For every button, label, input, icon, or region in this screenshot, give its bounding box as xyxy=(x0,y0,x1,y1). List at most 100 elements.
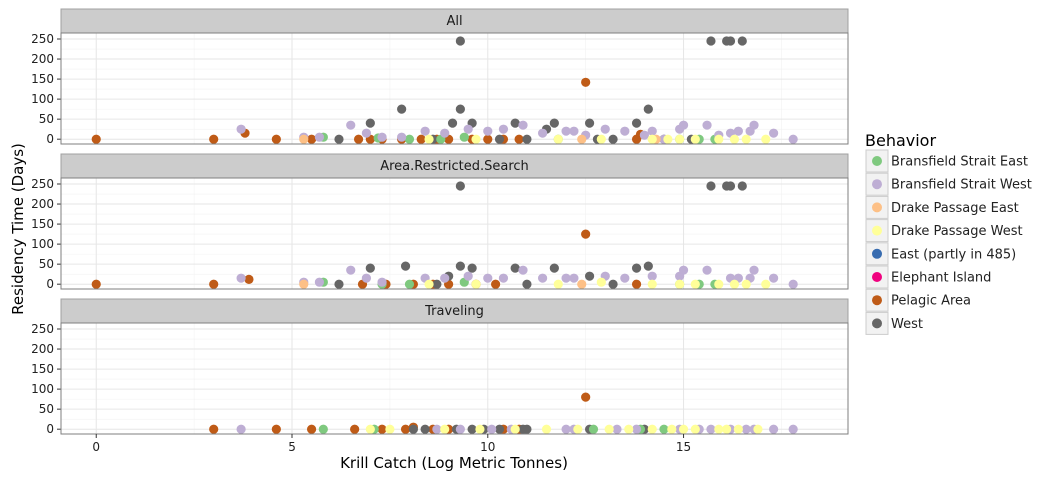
data-point xyxy=(91,279,101,289)
data-point xyxy=(729,279,740,289)
data-point xyxy=(663,134,673,144)
data-point xyxy=(420,126,430,136)
legend: Behavior Bransfield Strait EastBransfiel… xyxy=(865,131,1032,335)
data-point xyxy=(675,134,685,144)
data-point xyxy=(553,279,563,289)
legend-label: Pelagic Area xyxy=(891,294,971,309)
data-point xyxy=(361,128,372,138)
y-tick-label: 50 xyxy=(39,402,54,416)
data-point xyxy=(761,279,771,289)
data-point xyxy=(244,274,254,284)
legend-item: Elephant Island xyxy=(865,265,991,289)
data-point xyxy=(306,134,317,144)
x-tick-label: 0 xyxy=(92,440,100,454)
data-point xyxy=(741,134,751,144)
data-point xyxy=(424,134,434,144)
y-tick-label: 100 xyxy=(31,92,54,106)
data-point xyxy=(631,279,642,289)
data-point xyxy=(561,273,571,283)
y-tick-label: 250 xyxy=(31,177,54,191)
data-point xyxy=(659,424,669,434)
data-point xyxy=(483,126,493,136)
data-point xyxy=(498,273,509,283)
y-tick-label: 0 xyxy=(46,422,54,436)
data-point xyxy=(769,273,779,283)
data-point xyxy=(749,120,759,130)
data-point xyxy=(365,263,375,273)
data-point xyxy=(455,261,465,271)
data-point xyxy=(408,424,418,434)
data-point xyxy=(522,134,532,144)
data-point xyxy=(647,126,657,136)
legend-swatch xyxy=(872,295,882,306)
data-point xyxy=(553,134,563,144)
data-point xyxy=(647,271,657,281)
data-point xyxy=(483,273,493,283)
data-point xyxy=(400,261,411,271)
legend-label: East (partly in 485) xyxy=(891,247,1016,262)
data-point xyxy=(706,424,716,434)
x-tick-label: 10 xyxy=(480,440,495,454)
data-point xyxy=(455,36,465,46)
data-point xyxy=(334,279,344,289)
y-axis-title: Residency Time (Days) xyxy=(9,143,27,315)
legend-swatch xyxy=(872,202,882,213)
data-point xyxy=(561,126,571,136)
facet-strip-label: Area.Restricted.Search xyxy=(380,159,529,174)
data-point xyxy=(365,118,375,128)
data-point xyxy=(459,132,469,142)
legend-item: Pelagic Area xyxy=(865,288,971,312)
data-point xyxy=(725,36,736,46)
data-point xyxy=(596,277,606,287)
data-point xyxy=(620,273,630,283)
legend-item: East (partly in 485) xyxy=(865,242,1016,266)
data-point xyxy=(612,424,622,434)
data-point xyxy=(549,118,559,128)
data-point xyxy=(271,134,281,144)
data-point xyxy=(514,134,524,144)
plot-panel xyxy=(61,33,848,144)
data-point xyxy=(690,134,700,144)
legend-swatch xyxy=(872,179,882,190)
y-tick-label: 150 xyxy=(31,362,54,376)
data-point xyxy=(518,120,528,130)
facet-strip-label: Traveling xyxy=(424,304,484,319)
data-point xyxy=(236,273,246,283)
data-point xyxy=(463,271,473,281)
plot-panel xyxy=(61,178,848,289)
data-point xyxy=(741,424,751,434)
data-point xyxy=(667,424,677,434)
data-point xyxy=(334,134,344,144)
data-point xyxy=(573,424,583,434)
data-point xyxy=(643,104,653,114)
data-point xyxy=(569,126,579,136)
data-point xyxy=(236,124,246,134)
data-point xyxy=(733,424,743,434)
y-tick-label: 250 xyxy=(31,32,54,46)
data-point xyxy=(647,424,657,434)
data-point xyxy=(361,273,372,283)
panel-border xyxy=(60,322,849,435)
facet-strip xyxy=(60,153,849,179)
data-point xyxy=(510,263,520,273)
data-point xyxy=(608,134,618,144)
y-tick-label: 150 xyxy=(31,72,54,86)
data-point xyxy=(455,104,465,114)
legend-label: Drake Passage East xyxy=(891,201,1019,216)
legend-item: West xyxy=(865,311,923,335)
data-point xyxy=(397,104,407,114)
data-point xyxy=(491,279,501,289)
y-tick-label: 50 xyxy=(39,257,54,271)
data-point xyxy=(314,132,325,142)
legend-item: Drake Passage West xyxy=(865,219,1023,243)
data-point xyxy=(299,279,309,289)
data-point xyxy=(440,424,450,434)
data-point xyxy=(475,424,485,434)
panel-border xyxy=(60,177,849,290)
data-point xyxy=(741,279,751,289)
y-tick-label: 150 xyxy=(31,217,54,231)
legend-swatch xyxy=(872,272,882,282)
y-tick-label: 100 xyxy=(31,382,54,396)
data-point xyxy=(749,265,759,275)
data-point xyxy=(737,36,747,46)
